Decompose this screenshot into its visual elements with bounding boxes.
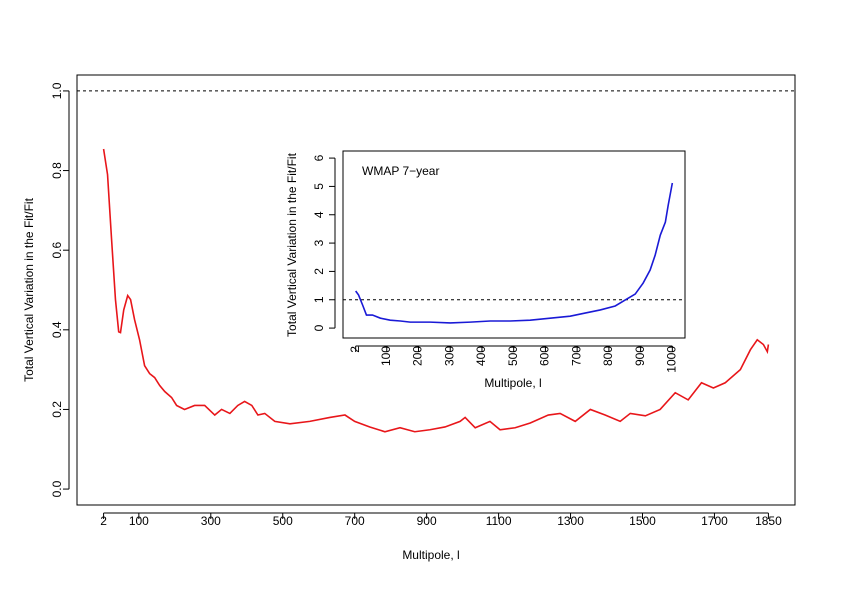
y-tick-label: 0.8 bbox=[50, 162, 64, 179]
y-tick-label: 0.0 bbox=[50, 480, 64, 497]
x-tick-label: 900 bbox=[417, 514, 437, 528]
x-tick-label: 700 bbox=[345, 514, 365, 528]
y-tick-label: 6 bbox=[312, 154, 326, 161]
x-tick-label: 2 bbox=[348, 346, 362, 353]
y-axis-label: Total Vertical Variation in the Fit/Fit bbox=[285, 152, 299, 337]
data-line bbox=[102, 148, 770, 433]
x-tick-label: 300 bbox=[201, 514, 221, 528]
x-axis-label: Multipole, l bbox=[402, 548, 459, 562]
y-tick-label: 0.2 bbox=[50, 401, 64, 418]
plot-frame bbox=[342, 150, 686, 339]
data-line bbox=[355, 182, 674, 324]
x-tick-label: 900 bbox=[633, 346, 647, 366]
x-tick-label: 100 bbox=[129, 514, 149, 528]
y-tick-label: 0.4 bbox=[50, 321, 64, 338]
x-axis-label: Multipole, l bbox=[484, 376, 541, 390]
x-tick-label: 500 bbox=[506, 346, 520, 366]
y-tick-label: 5 bbox=[312, 183, 326, 190]
x-tick-label: 1300 bbox=[557, 514, 584, 528]
x-tick-label: 800 bbox=[601, 346, 615, 366]
x-tick-label: 2 bbox=[100, 514, 107, 528]
x-tick-label: 200 bbox=[411, 346, 425, 366]
y-tick-label: 2 bbox=[312, 268, 326, 275]
y-tick-label: 4 bbox=[312, 211, 326, 218]
x-tick-label: 600 bbox=[538, 346, 552, 366]
y-tick-label: 1 bbox=[312, 296, 326, 303]
x-tick-label: 100 bbox=[379, 346, 393, 366]
x-tick-label: 1100 bbox=[486, 514, 512, 528]
x-tick-label: 1000 bbox=[665, 346, 679, 373]
y-tick-label: 1.0 bbox=[50, 82, 64, 99]
y-tick-label: 0.6 bbox=[50, 242, 64, 259]
x-tick-label: 1850 bbox=[755, 514, 782, 528]
annotation: WMAP 7−year bbox=[362, 164, 439, 178]
x-tick-label: 1700 bbox=[701, 514, 728, 528]
x-tick-label: 700 bbox=[569, 346, 583, 366]
y-tick-label: 0 bbox=[312, 324, 326, 331]
y-tick-label: 3 bbox=[312, 239, 326, 246]
x-tick-label: 400 bbox=[474, 346, 488, 366]
y-axis-label: Total Vertical Variation in the Fit/Fit bbox=[22, 197, 36, 382]
x-tick-label: 300 bbox=[442, 346, 456, 366]
x-tick-label: 500 bbox=[273, 514, 293, 528]
x-tick-label: 1500 bbox=[629, 514, 656, 528]
